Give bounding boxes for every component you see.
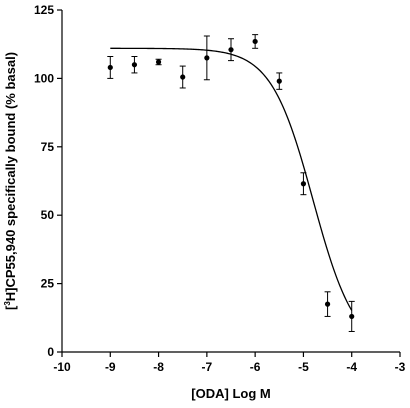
data-point xyxy=(349,313,355,320)
y-axis-title: [3H]CP55,940 specifically bound (% basal… xyxy=(3,52,18,310)
data-point xyxy=(300,181,307,187)
x-tick-label: -9 xyxy=(105,360,116,374)
ticks: -10 -9 -8 -7 -6 -5 -4 -3 0 25 50 75 100 125 xyxy=(34,3,406,374)
x-tick-label: -7 xyxy=(202,360,213,374)
x-tick-label: -6 xyxy=(250,360,261,374)
fit-curve xyxy=(110,47,353,311)
x-tick-label: -3 xyxy=(395,360,406,374)
data-point xyxy=(107,64,113,71)
x-tick-label: -5 xyxy=(298,360,309,374)
x-tick-label: -4 xyxy=(346,360,357,374)
y-tick-label: 125 xyxy=(34,3,54,17)
data-point xyxy=(228,47,234,53)
y-axis-title-prefix: [ xyxy=(3,305,18,310)
fit-curve-group xyxy=(110,47,353,311)
y-tick-label: 25 xyxy=(41,277,55,291)
y-tick-label: 100 xyxy=(34,71,54,85)
y-tick-label: 75 xyxy=(41,140,55,154)
data-point xyxy=(276,78,282,84)
data-point xyxy=(155,59,162,65)
y-tick-label: 0 xyxy=(47,345,54,359)
data-point xyxy=(204,55,210,61)
data-point xyxy=(180,74,186,80)
data-marks xyxy=(107,34,355,332)
x-tick-label: -8 xyxy=(153,360,164,374)
axes xyxy=(61,10,400,353)
y-axis-title-suffix: H]CP55,940 specifically bound (% basal) xyxy=(3,52,18,301)
x-axis-title: [ODA] Log M xyxy=(191,386,270,401)
data-point xyxy=(131,62,138,68)
x-tick-label: -10 xyxy=(53,360,71,374)
y-axis-title-superscript: 3 xyxy=(3,301,12,306)
data-point xyxy=(252,38,258,45)
y-tick-label: 50 xyxy=(41,208,55,222)
data-point xyxy=(324,301,331,307)
